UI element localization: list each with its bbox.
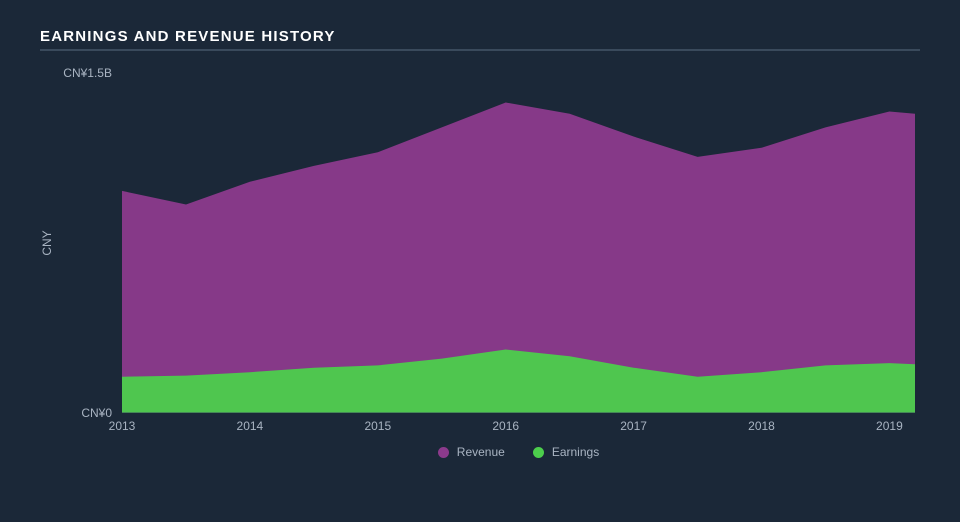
legend-swatch <box>533 447 544 458</box>
x-tick-label: 2015 <box>364 419 391 433</box>
y-tick-label: CN¥1.5B <box>40 66 112 80</box>
y-axis-labels: CN¥0CN¥1.5B <box>40 73 112 413</box>
legend: Revenue Earnings <box>122 445 915 461</box>
legend-item: Earnings <box>533 445 599 459</box>
x-tick-label: 2017 <box>620 419 647 433</box>
legend-item: Revenue <box>438 445 505 459</box>
x-tick-label: 2014 <box>237 419 264 433</box>
y-tick-label: CN¥0 <box>40 406 112 420</box>
x-tick-label: 2013 <box>109 419 136 433</box>
x-tick-label: 2019 <box>876 419 903 433</box>
chart-container: EARNINGS AND REVENUE HISTORY CNY CN¥0CN¥… <box>0 0 960 473</box>
legend-label: Earnings <box>552 445 599 459</box>
plot-area <box>122 73 915 413</box>
legend-swatch <box>438 447 449 458</box>
x-tick-label: 2016 <box>492 419 519 433</box>
chart-svg <box>122 73 915 413</box>
x-tick-label: 2018 <box>748 419 775 433</box>
x-axis-labels: 2013201420152016201720182019 <box>122 419 915 437</box>
legend-label: Revenue <box>457 445 505 459</box>
title-underline <box>40 49 920 51</box>
chart-area: CNY CN¥0CN¥1.5B 201320142015201620172018… <box>40 73 915 453</box>
chart-title: EARNINGS AND REVENUE HISTORY <box>40 28 920 45</box>
